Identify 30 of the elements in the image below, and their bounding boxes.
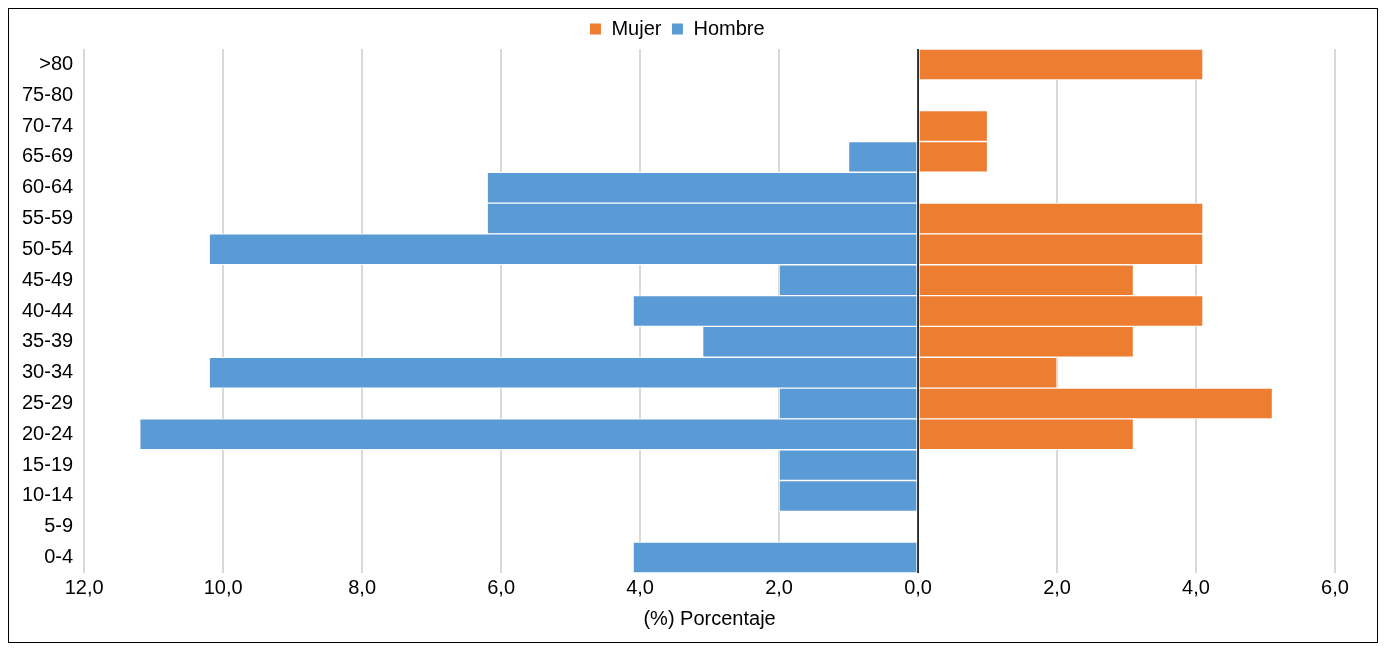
x-tick-label: 8,0 [348, 575, 377, 598]
x-tick-label: 4,0 [626, 575, 654, 598]
x-tick-label: 12,0 [64, 575, 104, 598]
y-tick-label: 35-39 [22, 329, 74, 352]
x-axis-title: (%) Porcentaje [643, 606, 776, 629]
x-tick-label: 10,0 [203, 575, 243, 598]
y-tick-label: 15-19 [22, 452, 74, 475]
y-tick-label: 30-34 [22, 360, 74, 383]
x-tick-label: 2,0 [1043, 575, 1071, 598]
y-tick-label: 25-29 [22, 390, 74, 413]
x-tick-label: 0,0 [904, 575, 932, 598]
x-tick-label: 6,0 [1321, 575, 1349, 598]
y-tick-label: 55-59 [22, 206, 74, 229]
y-tick-label: 20-24 [22, 421, 74, 444]
y-tick-label: 60-64 [22, 175, 74, 198]
y-tick-label: >80 [39, 51, 74, 74]
y-tick-label: 50-54 [22, 236, 74, 259]
x-tick-label: 4,0 [1182, 575, 1210, 598]
y-tick-label: 70-74 [22, 113, 74, 136]
y-tick-label: 75-80 [22, 82, 74, 105]
y-tick-label: 65-69 [22, 144, 74, 167]
legend-label: Mujer [611, 16, 662, 39]
y-tick-label: 45-49 [22, 267, 74, 290]
y-tick-label: 40-44 [22, 298, 74, 321]
y-tick-label: 0-4 [44, 545, 74, 568]
x-tick-label: 2,0 [765, 575, 793, 598]
y-tick-label: 5-9 [44, 514, 74, 537]
legend-label: Hombre [693, 16, 765, 39]
y-tick-label: 10-14 [22, 483, 74, 506]
x-tick-label: 6,0 [487, 575, 516, 598]
